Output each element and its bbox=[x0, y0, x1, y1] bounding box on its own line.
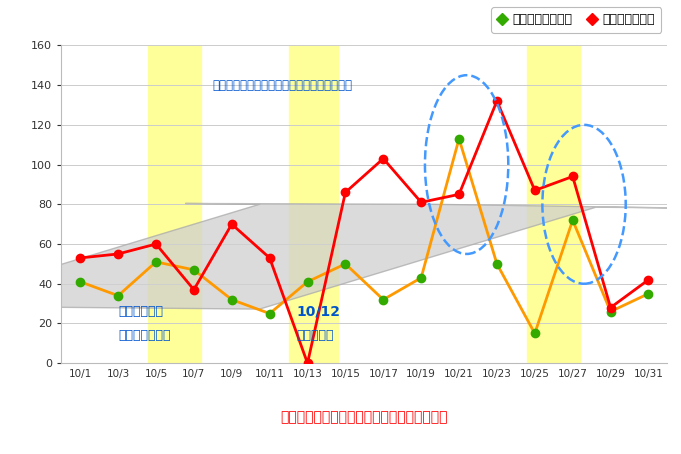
Line: ディズニーシー: ディズニーシー bbox=[76, 97, 652, 367]
ディズニーランド bbox=[76, 279, 84, 285]
ディズニーシー bbox=[607, 305, 615, 311]
Text: 台風で休園: 台風で休園 bbox=[296, 329, 334, 342]
ディズニーシー bbox=[114, 251, 122, 257]
ディズニーシー bbox=[417, 200, 425, 205]
ディズニーランド bbox=[455, 136, 463, 142]
ディズニーシー bbox=[493, 98, 501, 104]
ディズニーシー bbox=[455, 192, 463, 197]
ディズニーシー bbox=[227, 222, 236, 227]
ディズニーシー bbox=[304, 360, 312, 366]
ディズニーランド bbox=[227, 297, 236, 302]
ディズニーランド bbox=[152, 259, 160, 265]
ディズニーシー bbox=[530, 188, 539, 193]
ディズニーランド bbox=[569, 217, 577, 223]
ディズニーランド bbox=[493, 261, 501, 266]
Line: ディズニーランド: ディズニーランド bbox=[76, 134, 652, 338]
Text: 10/12: 10/12 bbox=[296, 305, 340, 319]
ディズニーランド bbox=[417, 275, 425, 281]
ディズニーランド bbox=[341, 261, 349, 266]
Text: 前半は比較的: 前半は比較的 bbox=[118, 305, 163, 318]
ディズニーシー bbox=[152, 241, 160, 247]
ディズニーシー bbox=[266, 255, 274, 261]
ディズニーランド bbox=[190, 267, 198, 272]
Bar bbox=[148, 45, 202, 363]
ディズニーシー bbox=[76, 255, 84, 261]
Bar bbox=[289, 45, 338, 363]
X-axis label: ディズニー・ハロウィーン（ランド＆シー）: ディズニー・ハロウィーン（ランド＆シー） bbox=[281, 410, 448, 424]
Text: 空いている傾向: 空いている傾向 bbox=[118, 329, 171, 342]
ディズニーランド bbox=[607, 309, 615, 314]
ディズニーランド bbox=[379, 297, 387, 302]
ディズニーシー bbox=[341, 190, 349, 195]
ディズニーランド bbox=[304, 279, 312, 285]
ディズニーシー bbox=[379, 156, 387, 161]
ディズニーシー bbox=[569, 174, 577, 179]
Text: 前半の連休が悪天候のため後半に混雑が集中: 前半の連休が悪天候のため後半に混雑が集中 bbox=[212, 79, 353, 92]
ディズニーランド bbox=[114, 293, 122, 298]
ディズニーランド bbox=[266, 311, 274, 316]
ディズニーシー bbox=[190, 287, 198, 292]
Bar bbox=[527, 45, 580, 363]
ディズニーランド bbox=[530, 331, 539, 336]
Legend: ディズニーランド, ディズニーシー: ディズニーランド, ディズニーシー bbox=[491, 7, 661, 33]
ディズニーランド bbox=[644, 291, 652, 296]
FancyArrow shape bbox=[0, 203, 671, 309]
ディズニーシー bbox=[644, 277, 652, 282]
